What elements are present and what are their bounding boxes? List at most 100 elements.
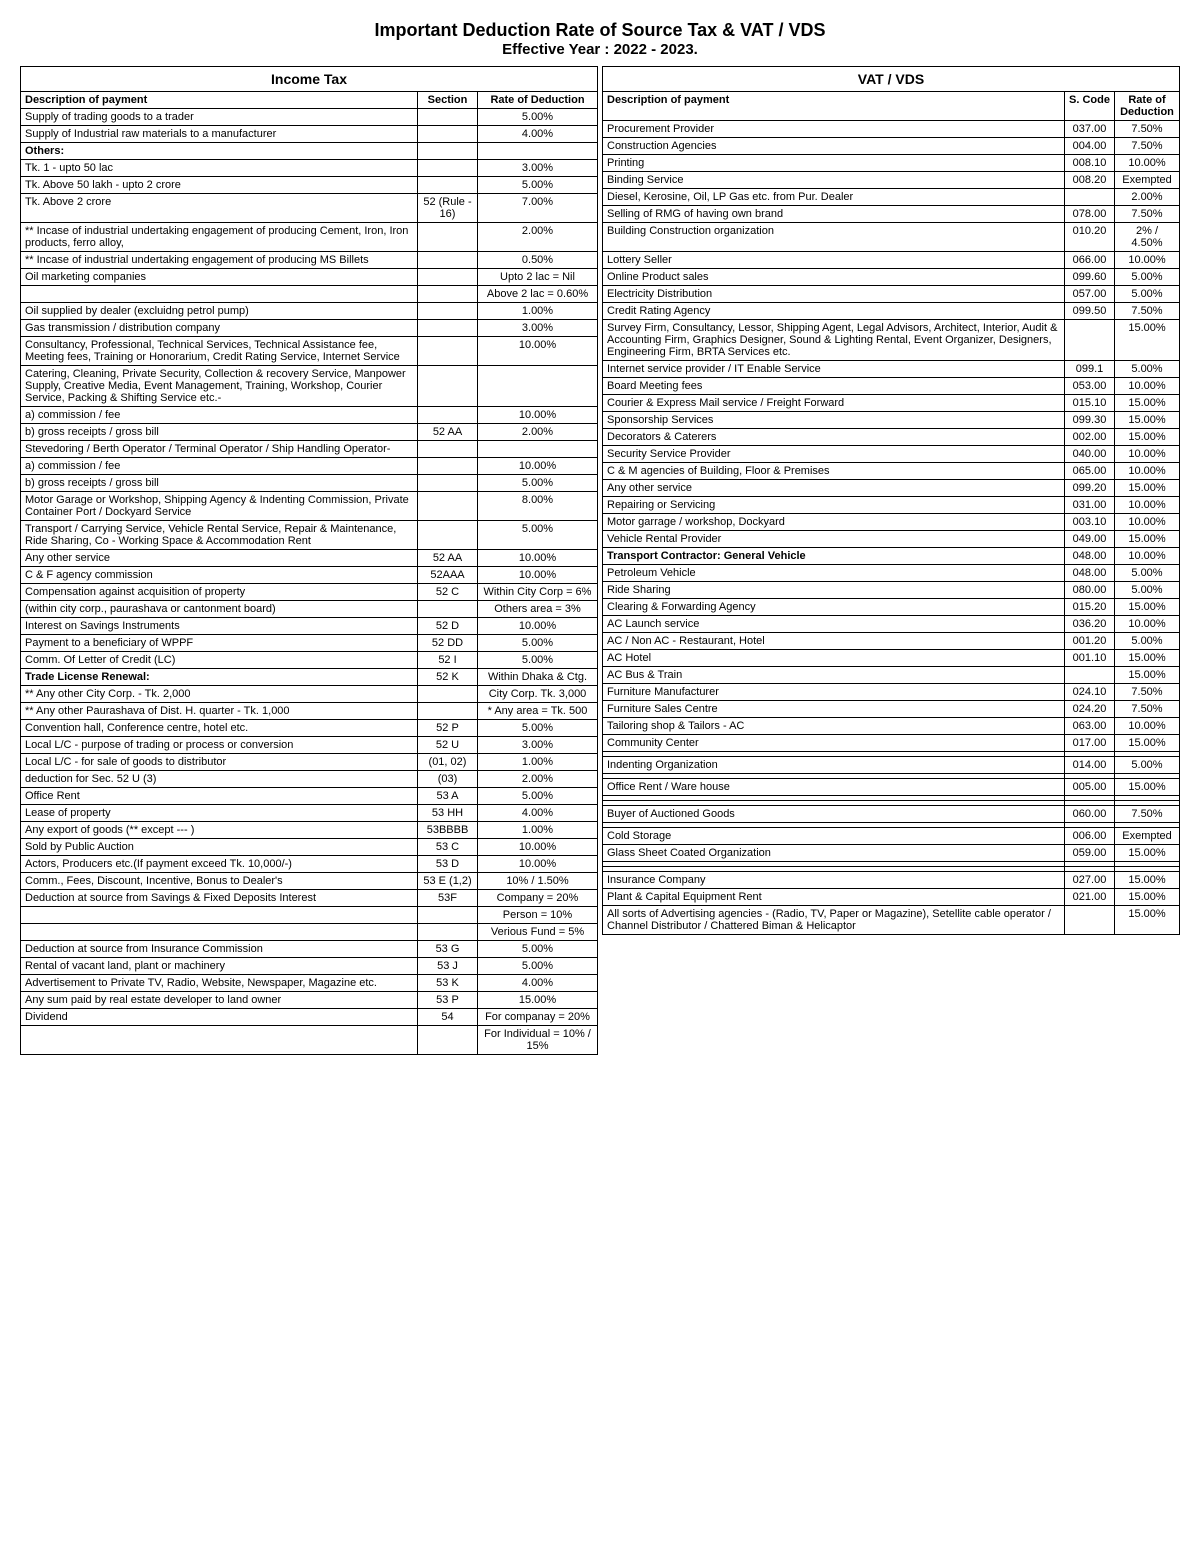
desc-cell: Deduction at source from Insurance Commi… xyxy=(21,941,418,958)
code-cell: 031.00 xyxy=(1065,497,1115,514)
table-row: Glass Sheet Coated Organization059.0015.… xyxy=(603,845,1180,862)
rate-cell: 10.00% xyxy=(478,458,598,475)
rate-cell: 5.00% xyxy=(478,521,598,550)
desc-cell: Advertisement to Private TV, Radio, Webs… xyxy=(21,975,418,992)
desc-cell: Survey Firm, Consultancy, Lessor, Shippi… xyxy=(603,320,1065,361)
rate-cell: 5.00% xyxy=(478,635,598,652)
table-row: Catering, Cleaning, Private Security, Co… xyxy=(21,366,598,407)
right-col-desc: Description of payment xyxy=(603,92,1065,121)
rate-cell: 4.00% xyxy=(478,805,598,822)
code-cell xyxy=(1065,189,1115,206)
section-cell xyxy=(418,1026,478,1055)
rate-cell: 15.00% xyxy=(1115,650,1180,667)
left-col-section: Section xyxy=(418,92,478,109)
table-row: Ride Sharing080.005.00% xyxy=(603,582,1180,599)
table-row: Credit Rating Agency099.507.50% xyxy=(603,303,1180,320)
desc-cell: Local L/C - purpose of trading or proces… xyxy=(21,737,418,754)
section-cell xyxy=(418,160,478,177)
section-cell xyxy=(418,475,478,492)
rate-cell: 5.00% xyxy=(478,475,598,492)
desc-cell: C & F agency commission xyxy=(21,567,418,584)
rate-cell: Upto 2 lac = Nil xyxy=(478,269,598,286)
table-row: Tailoring shop & Tailors - AC063.0010.00… xyxy=(603,718,1180,735)
rate-cell: 15.00% xyxy=(1115,872,1180,889)
section-cell: 53 E (1,2) xyxy=(418,873,478,890)
table-row: Local L/C - for sale of goods to distrib… xyxy=(21,754,598,771)
table-row: AC / Non AC - Restaurant, Hotel001.205.0… xyxy=(603,633,1180,650)
desc-cell: Petroleum Vehicle xyxy=(603,565,1065,582)
rate-cell: 15.00% xyxy=(1115,320,1180,361)
rate-cell: 5.00% xyxy=(1115,582,1180,599)
rate-cell: 5.00% xyxy=(478,788,598,805)
desc-cell: deduction for Sec. 52 U (3) xyxy=(21,771,418,788)
table-row: Board Meeting fees053.0010.00% xyxy=(603,378,1180,395)
code-cell: 057.00 xyxy=(1065,286,1115,303)
table-row: Motor Garage or Workshop, Shipping Agenc… xyxy=(21,492,598,521)
table-row: Tk. 1 - upto 50 lac3.00% xyxy=(21,160,598,177)
table-row: Plant & Capital Equipment Rent021.0015.0… xyxy=(603,889,1180,906)
desc-cell: Online Product sales xyxy=(603,269,1065,286)
desc-cell: Lottery Seller xyxy=(603,252,1065,269)
table-row: Online Product sales099.605.00% xyxy=(603,269,1180,286)
code-cell: 027.00 xyxy=(1065,872,1115,889)
desc-cell: Motor Garage or Workshop, Shipping Agenc… xyxy=(21,492,418,521)
rate-cell: 5.00% xyxy=(1115,565,1180,582)
section-cell: 53 A xyxy=(418,788,478,805)
desc-cell: Sponsorship Services xyxy=(603,412,1065,429)
rate-cell: 7.50% xyxy=(1115,303,1180,320)
section-cell xyxy=(418,303,478,320)
section-cell xyxy=(418,703,478,720)
section-cell xyxy=(418,177,478,194)
rate-cell xyxy=(478,441,598,458)
table-row: Oil supplied by dealer (excluidng petrol… xyxy=(21,303,598,320)
table-row: Clearing & Forwarding Agency015.2015.00% xyxy=(603,599,1180,616)
desc-cell: Repairing or Servicing xyxy=(603,497,1065,514)
section-cell: 52 U xyxy=(418,737,478,754)
section-cell xyxy=(418,223,478,252)
rate-cell: 15.00% xyxy=(1115,599,1180,616)
table-row: Sold by Public Auction53 C10.00% xyxy=(21,839,598,856)
rate-cell xyxy=(478,143,598,160)
table-row: Lease of property53 HH4.00% xyxy=(21,805,598,822)
desc-cell: Cold Storage xyxy=(603,828,1065,845)
desc-cell: Vehicle Rental Provider xyxy=(603,531,1065,548)
section-cell xyxy=(418,492,478,521)
desc-cell: Clearing & Forwarding Agency xyxy=(603,599,1065,616)
rate-cell: Others area = 3% xyxy=(478,601,598,618)
code-cell: 001.10 xyxy=(1065,650,1115,667)
rate-cell: Person = 10% xyxy=(478,907,598,924)
rate-cell: For Individual = 10% / 15% xyxy=(478,1026,598,1055)
desc-cell: Rental of vacant land, plant or machiner… xyxy=(21,958,418,975)
table-row: Petroleum Vehicle048.005.00% xyxy=(603,565,1180,582)
section-cell: 53 D xyxy=(418,856,478,873)
section-cell xyxy=(418,286,478,303)
table-row: Printing008.1010.00% xyxy=(603,155,1180,172)
desc-cell: Diesel, Kerosine, Oil, LP Gas etc. from … xyxy=(603,189,1065,206)
code-cell: 008.20 xyxy=(1065,172,1115,189)
table-row: Internet service provider / IT Enable Se… xyxy=(603,361,1180,378)
rate-cell: 15.00% xyxy=(1115,395,1180,412)
desc-cell: Office Rent / Ware house xyxy=(603,779,1065,796)
desc-cell: AC / Non AC - Restaurant, Hotel xyxy=(603,633,1065,650)
rate-cell: 3.00% xyxy=(478,320,598,337)
rate-cell: * Any area = Tk. 500 xyxy=(478,703,598,720)
section-cell xyxy=(418,320,478,337)
desc-cell: Procurement Provider xyxy=(603,121,1065,138)
rate-cell: 15.00% xyxy=(1115,889,1180,906)
rate-cell: 2% / 4.50% xyxy=(1115,223,1180,252)
desc-cell: ** Incase of industrial undertaking enga… xyxy=(21,223,418,252)
code-cell: 063.00 xyxy=(1065,718,1115,735)
desc-cell: Credit Rating Agency xyxy=(603,303,1065,320)
desc-cell: Binding Service xyxy=(603,172,1065,189)
table-row: Payment to a beneficiary of WPPF52 DD5.0… xyxy=(21,635,598,652)
rate-cell: 10.00% xyxy=(478,550,598,567)
rate-cell: Verious Fund = 5% xyxy=(478,924,598,941)
table-row: Courier & Express Mail service / Freight… xyxy=(603,395,1180,412)
rate-cell: 4.00% xyxy=(478,975,598,992)
table-row: Stevedoring / Berth Operator / Terminal … xyxy=(21,441,598,458)
table-row: Above 2 lac = 0.60% xyxy=(21,286,598,303)
table-row: Survey Firm, Consultancy, Lessor, Shippi… xyxy=(603,320,1180,361)
rate-cell: 15.00% xyxy=(1115,412,1180,429)
code-cell xyxy=(1065,320,1115,361)
code-cell xyxy=(1065,906,1115,935)
